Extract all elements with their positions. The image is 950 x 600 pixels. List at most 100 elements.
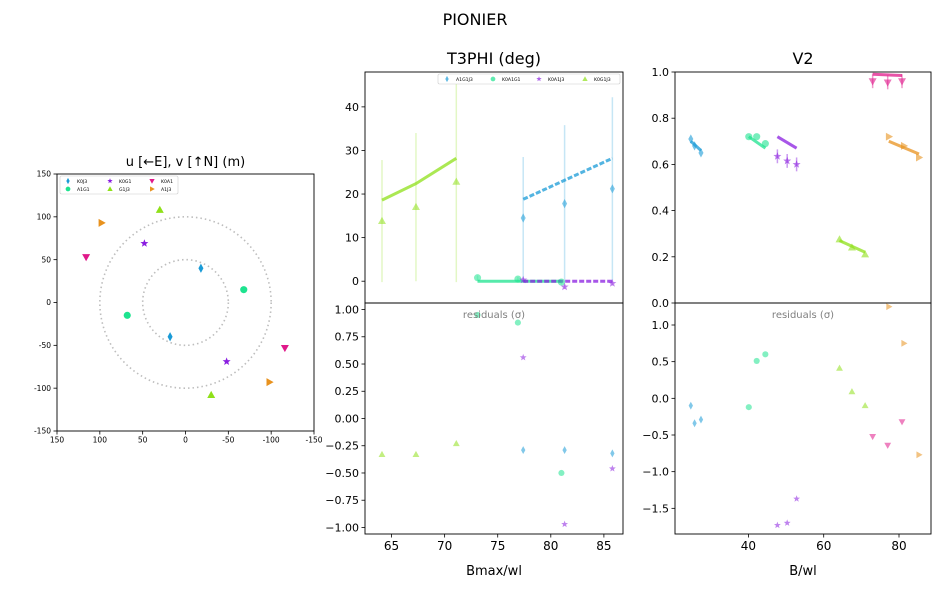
v2-point-K0A1 xyxy=(868,78,877,86)
v2-point-K0A1 xyxy=(898,78,907,86)
v2-resid-point-K0A1 xyxy=(884,442,892,449)
x-tick-label: 50 xyxy=(138,436,148,445)
t3phi-point-A1G1J3 xyxy=(609,184,615,194)
uv-point-A1J3 xyxy=(98,218,106,227)
v2-point-G1J3 xyxy=(861,250,870,258)
x-tick-label: 80 xyxy=(543,539,558,553)
y-tick-label: -50 xyxy=(39,341,51,350)
t3phi-resid-point-A1G1J3 xyxy=(521,446,526,455)
v2-resid-point-K0G1 xyxy=(783,519,791,526)
uv-point-A1J3 xyxy=(266,378,274,387)
v2-point-K0G1 xyxy=(783,156,792,165)
v2-axes-frame xyxy=(674,71,932,304)
x-tick-label: 80 xyxy=(891,539,906,553)
uv-point-K0J3 xyxy=(198,263,204,273)
v2-resid-point-K0J3 xyxy=(692,419,697,428)
x-tick-label: -100 xyxy=(263,436,280,445)
v2-point-K0G1 xyxy=(792,160,801,168)
v2-resid-label: residuals (σ) xyxy=(772,310,834,321)
v2-point-G1J3 xyxy=(835,235,844,243)
t3phi-point-A1G1J3 xyxy=(562,199,568,209)
uv-point-A1G1 xyxy=(123,311,131,319)
uv-legend-marker-K0A1 xyxy=(149,179,155,184)
v2-point-K0J3 xyxy=(688,134,694,144)
y-tick-label: 0.2 xyxy=(652,251,670,264)
t3phi-point-A1G1J3 xyxy=(520,213,526,223)
t3phi-point-K0A1G1 xyxy=(557,278,565,286)
uv-point-K0G1 xyxy=(222,357,231,366)
t3phi-xlabel: Bmax/wl xyxy=(466,564,522,579)
uv-legend-marker-K0J3 xyxy=(66,177,70,185)
x-tick-label: 65 xyxy=(384,539,399,553)
t3phi-resid-point-A1G1J3 xyxy=(562,446,567,455)
y-tick-label: 0 xyxy=(352,275,359,288)
y-tick-label: −0.5 xyxy=(642,429,669,442)
y-tick-label: 1.0 xyxy=(652,66,670,79)
t3phi-legend-marker-K0A1J3 xyxy=(536,76,542,82)
t3phi-model-K0G1J3 xyxy=(381,157,458,202)
t3phi-resid-axes-frame xyxy=(364,302,624,535)
t3phi-resid-point-K0A1G1 xyxy=(558,469,565,477)
v2-resid-point-G1J3 xyxy=(861,402,869,409)
uv-point-A1G1 xyxy=(240,286,248,294)
v2-resid-point-K0G1 xyxy=(793,495,801,502)
y-tick-label: 0.0 xyxy=(652,297,670,310)
y-tick-label: 150 xyxy=(37,170,52,179)
uv-legend-label: A1J3 xyxy=(161,187,171,193)
y-tick-label: 0.4 xyxy=(652,205,670,218)
y-tick-label: −1.0 xyxy=(642,466,669,479)
t3phi-legend-marker-K0G1J3 xyxy=(582,76,588,81)
v2-point-K0G1 xyxy=(773,152,782,160)
v2-resid-point-A1G1 xyxy=(762,351,769,358)
t3phi-legend-marker-K0A1G1 xyxy=(490,76,496,82)
v2-point-K0A1 xyxy=(883,79,892,87)
v2-point-A1G1 xyxy=(745,133,753,141)
uv-legend-label: K0A1 xyxy=(161,179,173,185)
uv-legend-marker-A1J3 xyxy=(150,186,155,192)
t3phi-legend-label: K0A1G1 xyxy=(502,77,521,83)
uv-legend-label: K0J3 xyxy=(77,179,87,185)
t3phi-point-K0A1J3 xyxy=(560,282,569,291)
v2-resid-point-G1J3 xyxy=(836,364,843,371)
t3phi-point-K0A1G1 xyxy=(514,275,522,283)
v2-resid-point-K0J3 xyxy=(688,401,693,410)
uv-title: u [←E], v [↑N] (m) xyxy=(126,155,245,170)
y-tick-label: 50 xyxy=(41,255,51,264)
t3phi-legend-label: A1G1J3 xyxy=(456,77,473,83)
t3phi-resid-point-K0G1J3 xyxy=(412,450,420,457)
y-tick-label: 1.00 xyxy=(335,303,360,316)
y-tick-label: 30 xyxy=(345,144,359,157)
t3phi-resid-point-K0G1J3 xyxy=(452,439,460,447)
y-tick-label: 0.0 xyxy=(652,392,670,405)
t3phi-resid-point-K0A1G1 xyxy=(474,311,481,319)
x-tick-label: 150 xyxy=(50,436,65,445)
v2-resid-point-K0A1 xyxy=(898,419,906,426)
y-tick-label: −1.5 xyxy=(642,502,669,515)
y-tick-label: 0.5 xyxy=(652,356,670,369)
y-tick-label: 40 xyxy=(345,101,359,114)
t3phi-legend-marker-A1G1J3 xyxy=(445,75,449,83)
uv-point-K0A1 xyxy=(280,344,289,353)
uv-legend-marker-K0G1 xyxy=(107,178,113,184)
uv-point-G1J3 xyxy=(207,390,216,398)
t3phi-axes-frame xyxy=(364,71,624,304)
t3phi-point-K0G1J3 xyxy=(452,177,461,185)
t3phi-point-K0G1J3 xyxy=(411,202,420,211)
uv-legend-label: A1G1 xyxy=(77,187,90,193)
uv-legend-label: K0G1 xyxy=(119,179,131,185)
t3phi-point-K0A1G1 xyxy=(473,274,482,282)
v2-title: V2 xyxy=(792,49,813,68)
x-tick-label: -150 xyxy=(305,436,322,445)
y-tick-label: 0 xyxy=(46,298,51,307)
y-tick-label: 0.8 xyxy=(652,112,670,125)
y-tick-label: 0.6 xyxy=(652,158,670,171)
uv-legend: K0J3 A1G1 K0G1 G1J3 K0A1 A1J3 xyxy=(59,175,179,195)
v2-model-K0G1 xyxy=(776,135,798,150)
v2-xlabel: B/wl xyxy=(789,564,817,579)
t3phi-legend-label: K0G1J3 xyxy=(594,77,611,83)
v2-point-K0J3 xyxy=(698,148,704,158)
v2-resid-point-A1J3 xyxy=(901,339,908,347)
y-tick-label: 0.50 xyxy=(335,358,360,371)
